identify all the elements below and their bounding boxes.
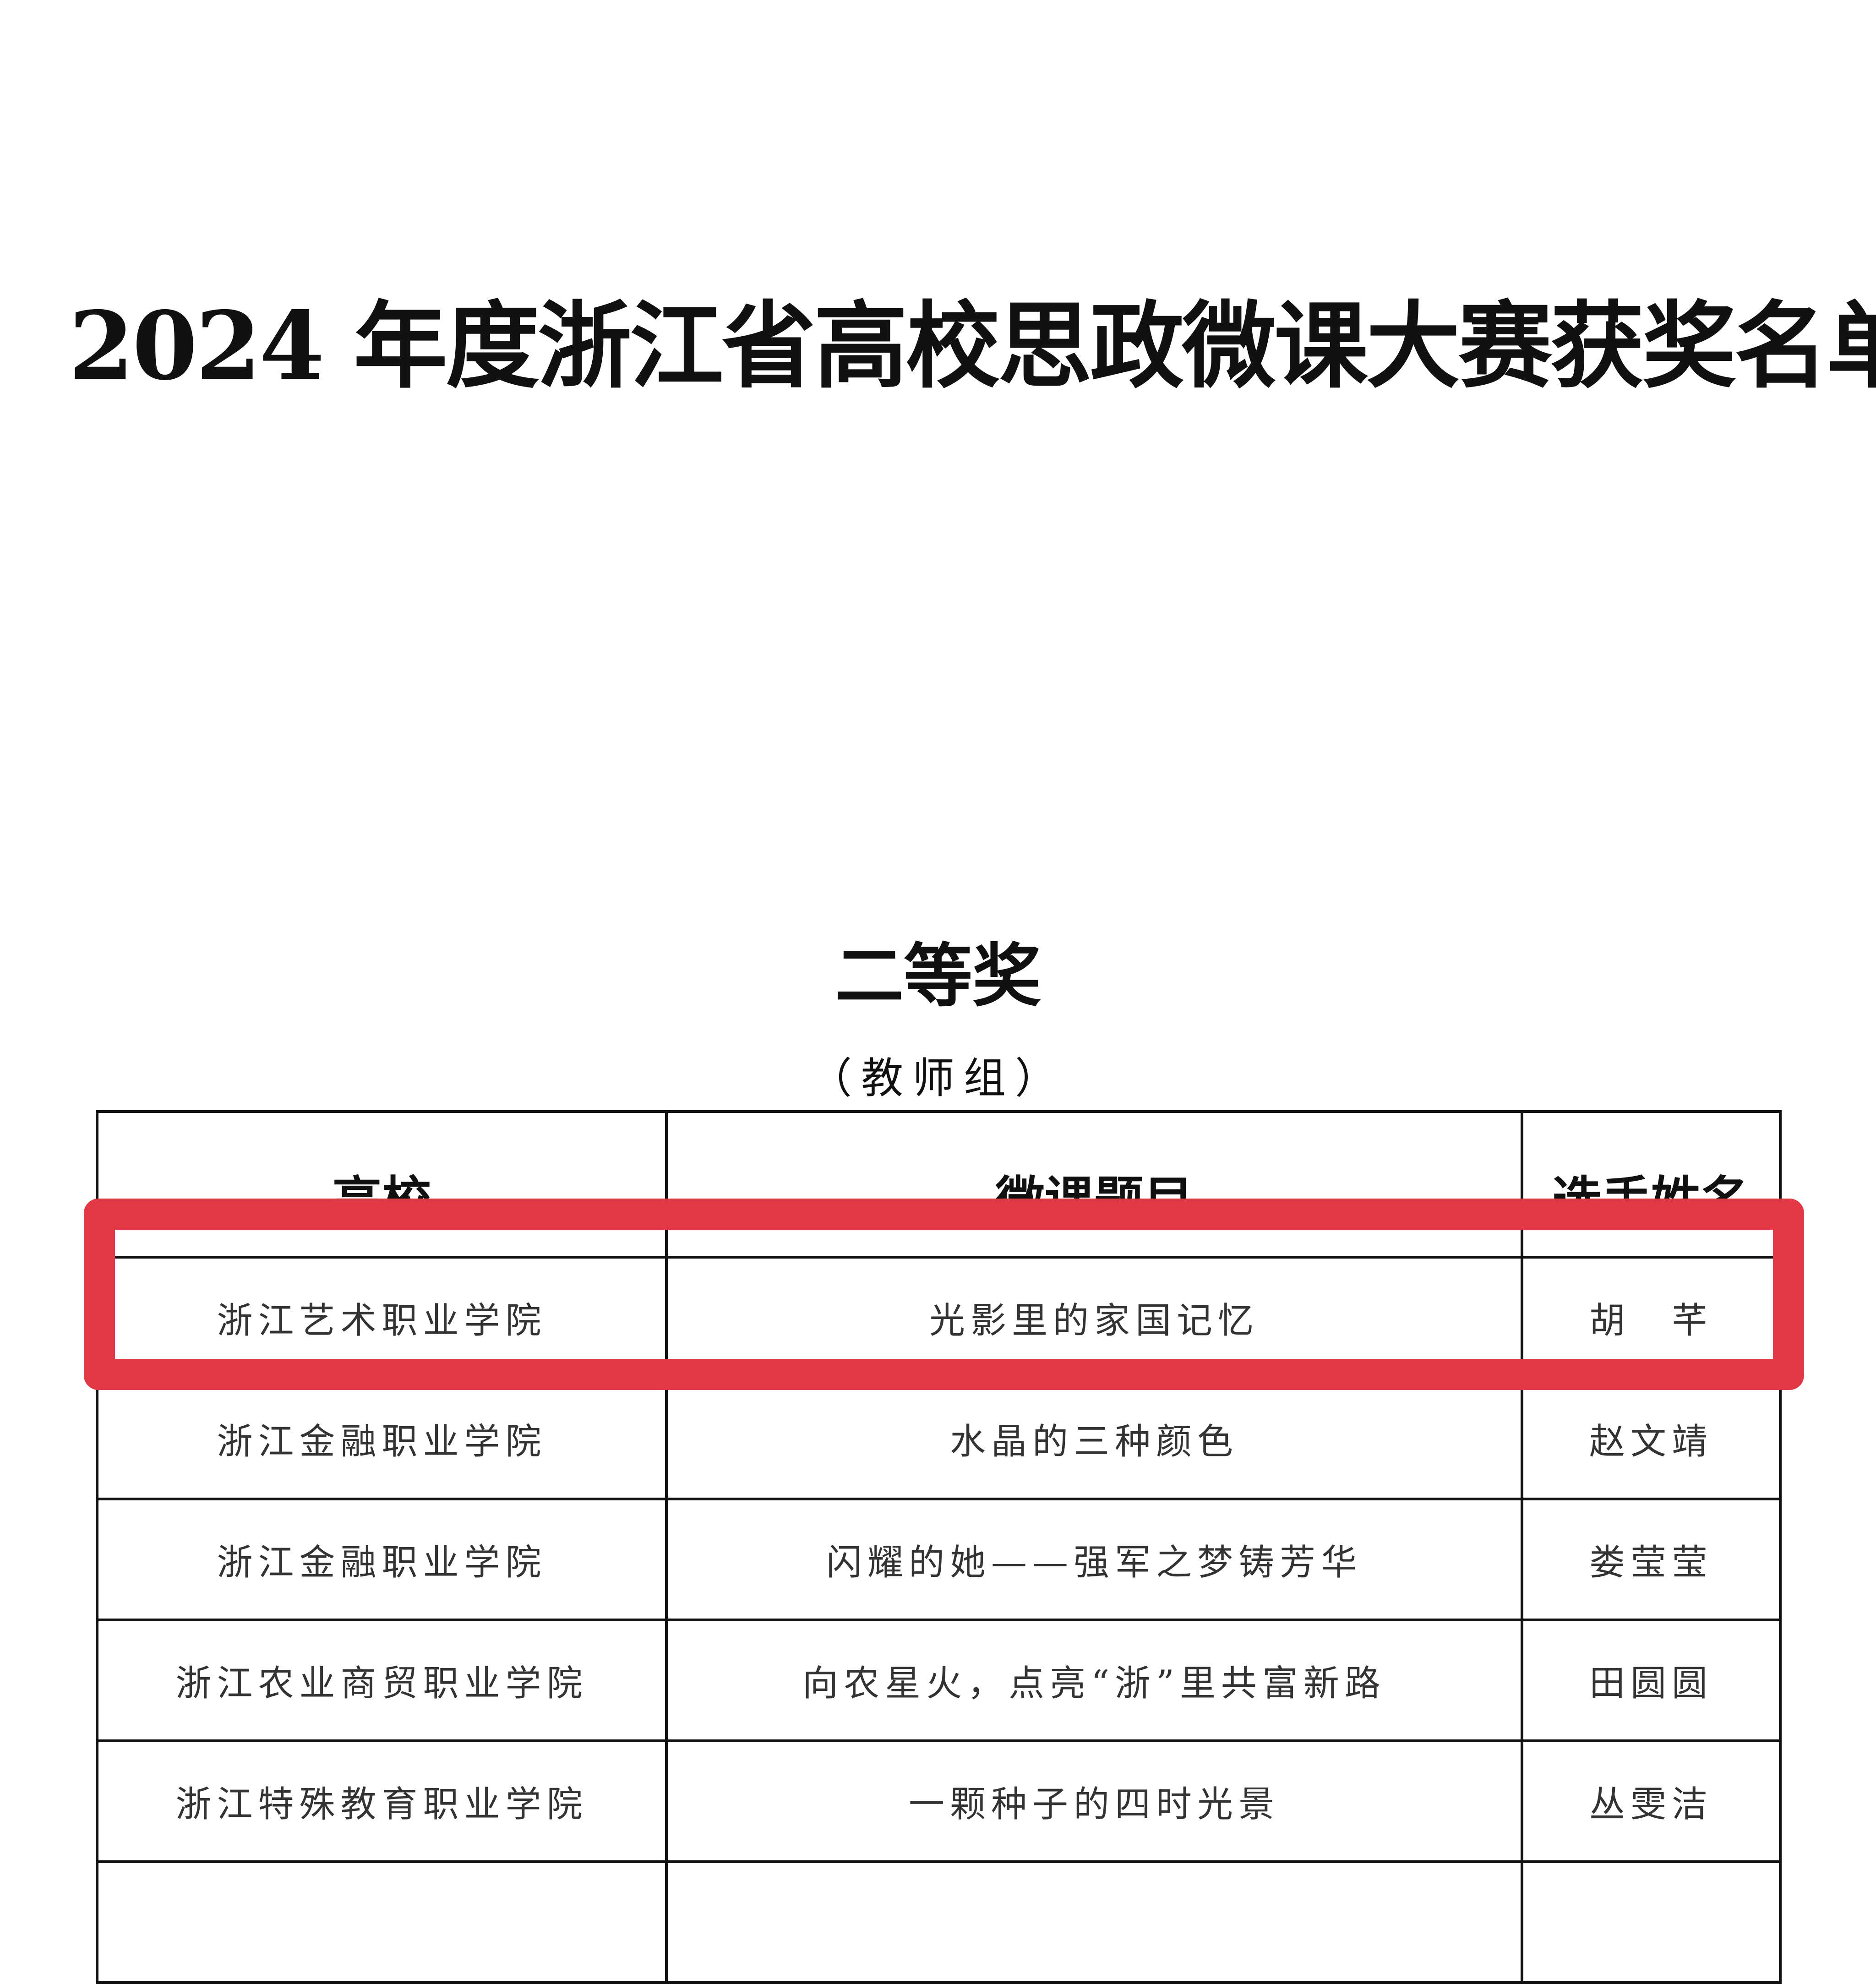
award-level-heading: 二等奖 xyxy=(834,936,1041,1016)
cell-empty xyxy=(96,1860,668,1984)
cell-name: 胡 芊 xyxy=(1521,1256,1782,1379)
cell-topic: 光影里的家国记忆 xyxy=(665,1256,1523,1379)
group-subheading: （教师组） xyxy=(809,1054,1066,1103)
cell-empty xyxy=(1521,1860,1782,1984)
cell-topic: 水晶的三种颜色 xyxy=(665,1377,1523,1500)
cell-topic: 向农星火，点亮“浙”里共富新路 xyxy=(665,1619,1523,1742)
header-topic: 微课题目 xyxy=(665,1110,1523,1259)
cell-name: 娄莹莹 xyxy=(1521,1498,1782,1621)
cell-school: 浙江艺术职业学院 xyxy=(96,1256,668,1379)
cell-name: 田圆圆 xyxy=(1521,1619,1782,1742)
cell-school: 浙江金融职业学院 xyxy=(96,1377,668,1500)
cell-topic: 一颗种子的四时光景 xyxy=(665,1739,1523,1863)
awards-table: 高校 微课题目 选手姓名 浙江艺术职业学院 光影里的家国记忆 胡 芊 浙江金融职… xyxy=(96,1110,1782,1984)
table-row: 浙江金融职业学院 闪耀的她——强军之梦铸芳华 娄莹莹 xyxy=(96,1498,1782,1621)
cell-school: 浙江金融职业学院 xyxy=(96,1498,668,1621)
document-title: 2024 年度浙江省高校思政微课大赛获奖名单 xyxy=(69,291,1876,401)
table-row: 浙江艺术职业学院 光影里的家国记忆 胡 芊 xyxy=(96,1256,1782,1379)
table-row-partial xyxy=(96,1860,1782,1984)
table-header-row: 高校 微课题目 选手姓名 xyxy=(96,1110,1782,1259)
header-name: 选手姓名 xyxy=(1521,1110,1782,1259)
table-row: 浙江金融职业学院 水晶的三种颜色 赵文靖 xyxy=(96,1377,1782,1500)
cell-school: 浙江农业商贸职业学院 xyxy=(96,1619,668,1742)
cell-school: 浙江特殊教育职业学院 xyxy=(96,1739,668,1863)
cell-name: 赵文靖 xyxy=(1521,1377,1782,1500)
cell-topic: 闪耀的她——强军之梦铸芳华 xyxy=(665,1498,1523,1621)
cell-empty xyxy=(665,1860,1523,1984)
header-school: 高校 xyxy=(96,1110,668,1259)
table-row: 浙江特殊教育职业学院 一颗种子的四时光景 丛雯洁 xyxy=(96,1739,1782,1863)
cell-name: 丛雯洁 xyxy=(1521,1739,1782,1863)
table-row: 浙江农业商贸职业学院 向农星火，点亮“浙”里共富新路 田圆圆 xyxy=(96,1619,1782,1742)
